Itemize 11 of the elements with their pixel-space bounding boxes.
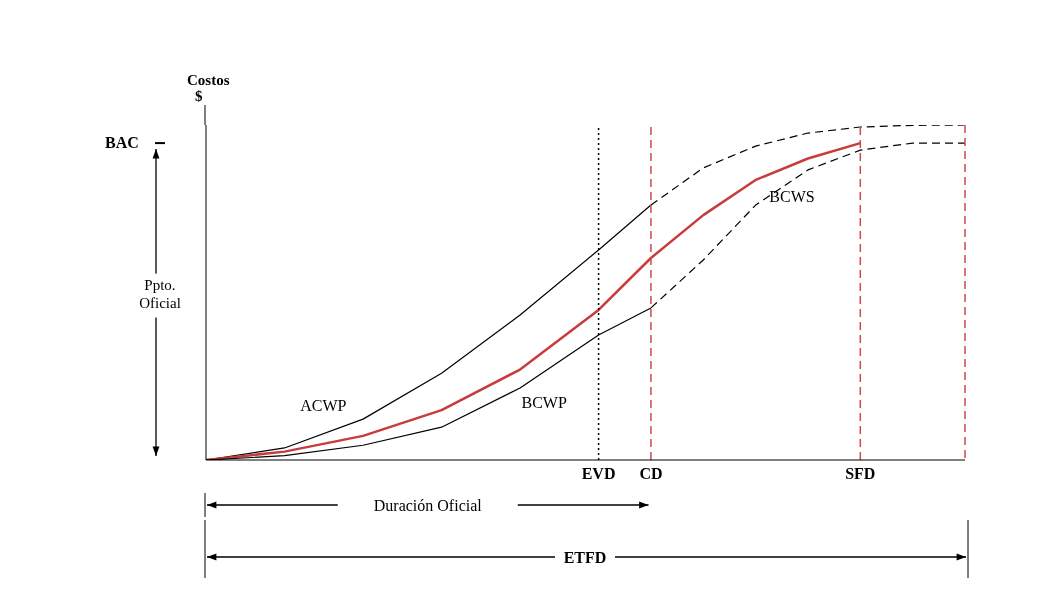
x-tick-label: CD xyxy=(639,465,663,483)
series-label: BCWS xyxy=(769,187,815,205)
x-tick-label: SFD xyxy=(845,465,876,483)
series-label: ACWP xyxy=(300,397,347,415)
text: Ppto. Oficial xyxy=(139,276,181,311)
text: Duración Oficial xyxy=(373,497,483,514)
series-label: BCWP xyxy=(521,393,567,411)
x-tick-label: EVD xyxy=(581,465,616,483)
ref-line-label: BAC xyxy=(105,134,139,152)
text: ETFD xyxy=(563,549,607,566)
y-axis-title: Costos $ xyxy=(187,72,230,104)
